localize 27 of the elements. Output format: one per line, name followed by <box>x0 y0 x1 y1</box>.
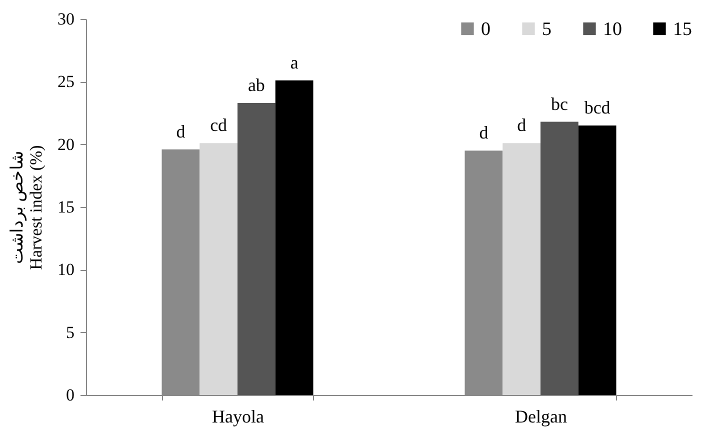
bar <box>238 102 276 395</box>
x-tick-label: Hayola <box>212 406 264 426</box>
data-label: d <box>176 121 186 142</box>
data-label: d <box>479 122 488 143</box>
legend-label: 15 <box>673 18 692 40</box>
bar <box>200 143 238 395</box>
y-tick-label: 25 <box>58 72 74 92</box>
data-label: d <box>517 115 526 136</box>
x-tick-label: Delgan <box>515 406 567 426</box>
data-label: a <box>290 52 298 72</box>
y-tick-label: 10 <box>58 260 74 280</box>
y-tick-label: 5 <box>66 322 74 342</box>
y-tick-label: 0 <box>66 386 74 404</box>
data-label: ab <box>248 74 265 95</box>
bar <box>578 126 616 395</box>
data-label: bcd <box>584 98 610 118</box>
y-tick-label: 20 <box>58 134 74 154</box>
y-tick-label: 30 <box>58 10 74 28</box>
bar <box>275 80 314 395</box>
legend-label: 0 <box>481 18 490 40</box>
data-label: cd <box>210 115 228 136</box>
y-tick-label: 15 <box>58 198 74 216</box>
bar <box>540 122 578 395</box>
bar <box>502 143 540 395</box>
legend-label: 10 <box>603 18 622 40</box>
legend-label: 5 <box>542 18 552 40</box>
data-label: bc <box>550 94 568 114</box>
